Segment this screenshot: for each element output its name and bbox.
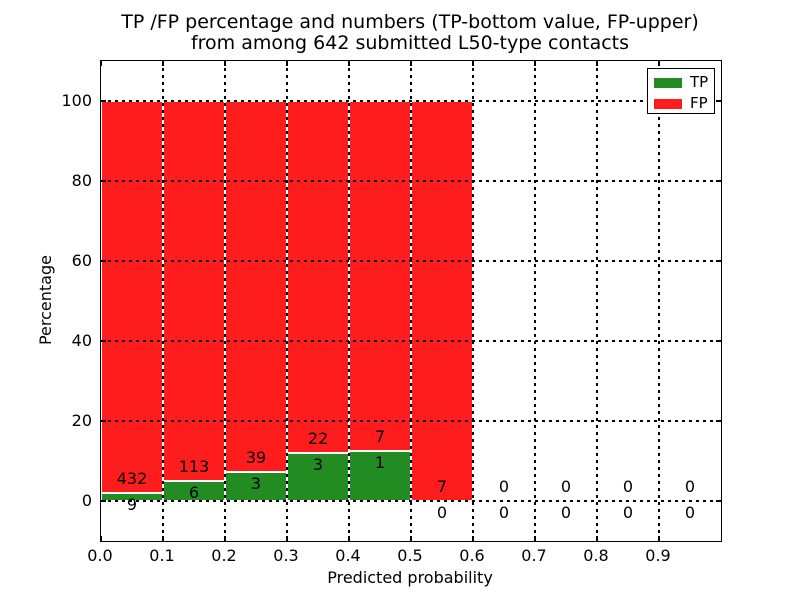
y-tick-left — [101, 100, 106, 102]
x-tick-label-0.6: 0.6 — [459, 546, 485, 565]
bar-fp-bin-0 — [101, 101, 163, 493]
y-tick-right — [716, 420, 721, 422]
v-gridline-0.7 — [534, 61, 536, 541]
bar-fp-bin-2 — [225, 101, 287, 473]
x-tick-label-0.8: 0.8 — [583, 546, 609, 565]
y-axis-label: Percentage — [36, 255, 55, 346]
x-tick-bottom — [348, 536, 350, 541]
v-gridline-0.1 — [162, 61, 164, 541]
tp-count-label-bin-5: 0 — [436, 503, 448, 522]
legend-label-fp: FP — [690, 94, 708, 112]
tp-count-label-bin-4: 1 — [374, 453, 386, 472]
y-tick-label-20: 20 — [71, 410, 92, 430]
y-tick-right — [716, 100, 721, 102]
y-tick-right — [716, 500, 721, 502]
x-tick-top — [596, 61, 598, 66]
tp-count-label-bin-1: 6 — [188, 482, 200, 502]
legend-label-tp: TP — [690, 73, 709, 91]
chart-title-line2: from among 642 submitted L50-type contac… — [190, 32, 630, 54]
tp-count-label-bin-0: 9 — [126, 494, 138, 514]
plot-area: 432 9 113 6 39 3 22 3 7 1 7 0 0 0 0 0 0 0 0 0 TP FP — [100, 60, 722, 542]
x-tick-label-0.9: 0.9 — [645, 546, 671, 565]
x-tick-top — [286, 61, 288, 66]
y-tick-label-0: 0 — [81, 490, 92, 510]
x-tick-bottom — [224, 536, 226, 541]
fp-count-label-bin-4: 7 — [374, 427, 386, 446]
chart-title-line1: TP /FP percentage and numbers (TP-bottom… — [121, 11, 699, 33]
legend: TP FP — [647, 68, 715, 114]
x-tick-top — [472, 61, 474, 66]
tp-count-label-bin-9: 0 — [684, 503, 696, 522]
x-tick-bottom — [410, 536, 412, 541]
legend-item-tp: TP — [648, 72, 714, 93]
fp-count-label-bin-7: 0 — [560, 477, 572, 496]
x-tick-bottom — [658, 536, 660, 541]
fp-count-label-bin-6: 0 — [498, 477, 510, 496]
bar-fp-bin-4 — [349, 101, 411, 451]
bar-fp-bin-1 — [163, 101, 225, 481]
y-tick-left — [101, 340, 106, 342]
x-tick-top — [534, 61, 536, 66]
tp-count-label-bin-6: 0 — [498, 503, 510, 522]
x-tick-bottom — [162, 536, 164, 541]
x-tick-bottom — [100, 536, 102, 541]
x-tick-label-0.1: 0.1 — [149, 546, 175, 565]
fp-count-label-bin-2: 39 — [245, 448, 267, 468]
x-tick-label-0.3: 0.3 — [273, 546, 299, 565]
fp-count-label-bin-5: 7 — [436, 477, 448, 496]
y-tick-left — [101, 260, 106, 262]
y-tick-right — [716, 260, 721, 262]
x-tick-bottom — [596, 536, 598, 541]
x-tick-top — [658, 61, 660, 66]
v-gridline-0.3 — [286, 61, 288, 541]
bar-fp-bin-5 — [411, 101, 473, 501]
legend-item-fp: FP — [648, 93, 714, 114]
fp-count-label-bin-0: 432 — [116, 468, 148, 488]
y-tick-label-100: 100 — [61, 90, 92, 110]
x-tick-label-0.0: 0.0 — [87, 546, 113, 565]
chart-title: TP /FP percentage and numbers (TP-bottom… — [60, 12, 760, 54]
fp-count-label-bin-3: 22 — [307, 429, 329, 448]
x-tick-top — [410, 61, 412, 66]
x-tick-label-0.4: 0.4 — [335, 546, 361, 565]
x-tick-top — [100, 61, 102, 66]
x-tick-label-0.7: 0.7 — [521, 546, 547, 565]
x-tick-bottom — [472, 536, 474, 541]
tp-count-label-bin-3: 3 — [312, 455, 324, 474]
x-tick-top — [348, 61, 350, 66]
tp-color-swatch — [654, 77, 682, 88]
tp-count-label-bin-2: 3 — [250, 474, 262, 494]
y-tick-label-60: 60 — [71, 250, 92, 270]
v-gridline-0.4 — [348, 61, 350, 541]
y-tick-right — [716, 340, 721, 342]
y-tick-label-40: 40 — [71, 330, 92, 350]
fp-color-swatch — [654, 98, 682, 109]
tp-count-label-bin-7: 0 — [560, 503, 572, 522]
fp-count-label-bin-1: 113 — [178, 456, 210, 476]
x-tick-top — [224, 61, 226, 66]
y-tick-right — [716, 180, 721, 182]
y-tick-left — [101, 420, 106, 422]
v-gridline-0.6 — [472, 61, 474, 541]
fp-count-label-bin-8: 0 — [622, 477, 634, 496]
fp-count-label-bin-9: 0 — [684, 477, 696, 496]
v-gridline-0.8 — [596, 61, 598, 541]
y-tick-left — [101, 180, 106, 182]
bar-fp-bin-3 — [287, 101, 349, 453]
v-gridline-0.9 — [658, 61, 660, 541]
x-tick-label-0.2: 0.2 — [211, 546, 237, 565]
x-axis-label: Predicted probability — [327, 568, 493, 587]
v-gridline-0.2 — [224, 61, 226, 541]
y-tick-left — [101, 500, 106, 502]
x-tick-top — [162, 61, 164, 66]
x-tick-bottom — [534, 536, 536, 541]
x-tick-bottom — [286, 536, 288, 541]
tp-count-label-bin-8: 0 — [622, 503, 634, 522]
y-tick-label-80: 80 — [71, 170, 92, 190]
v-gridline-0.5 — [410, 61, 412, 541]
x-tick-label-0.5: 0.5 — [397, 546, 423, 565]
